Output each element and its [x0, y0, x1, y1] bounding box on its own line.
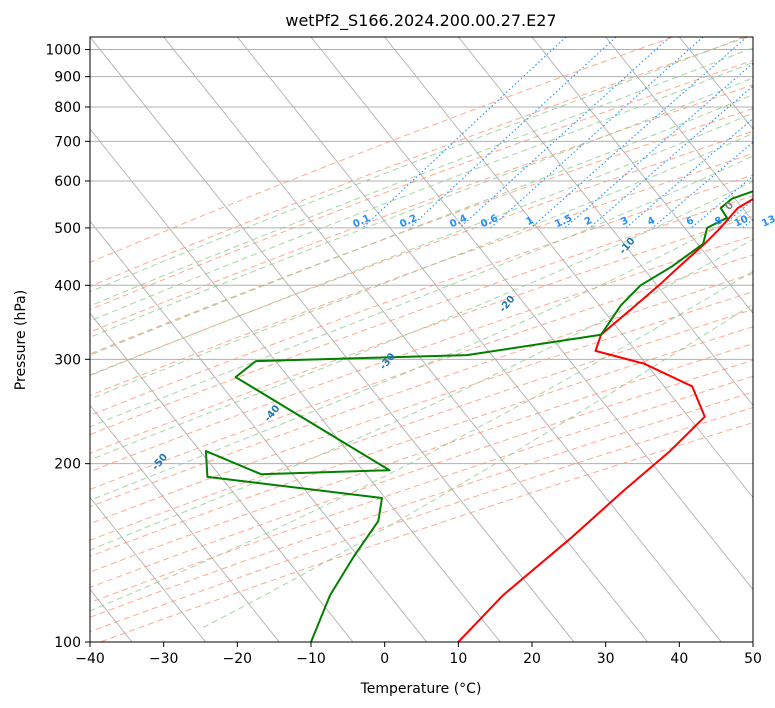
isotherm-line [457, 37, 753, 407]
y-tick-label: 600 [54, 174, 81, 190]
mixing-ratio-line [530, 37, 748, 229]
isotherm-line [605, 37, 753, 222]
dry-adiabat-line [100, 422, 753, 642]
dry-adiabat-line [90, 107, 753, 355]
dry-adiabat-line [90, 406, 753, 633]
dry-adiabat-line [90, 235, 753, 473]
plot-frame [89, 36, 754, 643]
dry-adiabat-line [90, 272, 753, 508]
y-tick-label: 100 [54, 635, 81, 651]
dry-adiabat-line [90, 326, 753, 557]
dry-adiabat-line [90, 308, 753, 541]
x-tick-label: 30 [597, 651, 615, 667]
y-tick-label: 300 [54, 352, 81, 368]
moist-adiabat-line [90, 47, 753, 307]
x-axis-label: Temperature (°C) [360, 681, 482, 697]
mixing-ratio-label: 1 [525, 215, 536, 228]
isotherm-line [531, 37, 753, 314]
moist-adiabat-line [90, 77, 753, 338]
y-tick-label: 200 [54, 457, 81, 473]
isotherm-line [90, 404, 280, 642]
x-tick-label: 40 [670, 651, 688, 667]
x-axis: −40 −30 −20 −10 0 10 20 30 40 50 [75, 642, 762, 667]
y-tick-label: 500 [54, 221, 81, 237]
x-tick-label: 20 [523, 651, 541, 667]
y-tick-label: 700 [54, 134, 81, 150]
x-tick-label: 0 [380, 651, 389, 667]
moist-adiabat-line [90, 180, 753, 461]
dry-adiabat-line [90, 359, 753, 588]
y-tick-label: 800 [54, 100, 81, 116]
isotherm-line [236, 37, 722, 642]
background-lines [90, 37, 753, 642]
mixing-ratio-label: 3 [619, 215, 630, 228]
temperature-curve [457, 197, 753, 642]
dry-adiabat-line [90, 391, 753, 618]
mixing-ratio-line [690, 175, 753, 229]
x-tick-label: −40 [75, 651, 105, 667]
moist-adiabat-line [90, 37, 745, 293]
isotherm-line [90, 37, 575, 642]
x-tick-label: −30 [149, 651, 179, 667]
dry-adiabat-line [90, 291, 753, 525]
x-tick-label: −10 [296, 651, 326, 667]
mixing-ratio-label: 10 [733, 214, 750, 230]
x-tick-label: −20 [223, 651, 253, 667]
x-tick-label: 50 [744, 651, 762, 667]
pressure-gridlines [90, 49, 753, 642]
mixing-ratio-line [564, 62, 753, 229]
mixing-ratio-label: 6 [685, 215, 696, 228]
mixing-ratio-label: 13 [760, 214, 775, 230]
moist-adiabat-line [90, 132, 753, 400]
mixing-ratio-line [625, 117, 753, 229]
y-tick-label: 400 [54, 278, 81, 294]
dry-adiabat-line [90, 37, 673, 263]
isotherm-line [384, 37, 753, 499]
y-tick-label: 900 [54, 70, 81, 86]
mixing-ratio-label: 4 [646, 215, 657, 228]
y-axis-label: Pressure (hPa) [13, 290, 29, 390]
moist-adiabat-line [90, 155, 753, 428]
y-axis: 100 200 300 400 500 600 700 800 900 1000 [45, 43, 90, 651]
isotherm-line [90, 312, 354, 642]
dry-adiabat-line [90, 375, 753, 604]
x-tick-label: 10 [449, 651, 467, 667]
mixing-ratio-line [459, 37, 671, 229]
dewpoint-curve [204, 190, 753, 642]
mixing-ratio-label: 8 [713, 215, 724, 228]
profile-curves [204, 190, 753, 642]
mixing-ratio-line [362, 37, 567, 229]
mixing-ratio-line [409, 37, 617, 229]
dry-adiabat-line [90, 254, 753, 491]
isotherm-line [90, 128, 501, 642]
mixing-ratio-label: 2 [583, 215, 594, 228]
moist-adiabat-line [90, 208, 753, 501]
y-tick-label: 1000 [45, 43, 81, 59]
moist-adiabat-line [90, 94, 753, 356]
chart-title: wetPf2_S166.2024.200.00.27.E27 [285, 11, 556, 31]
isotherm-line [90, 496, 207, 642]
moist-adiabat-line [90, 270, 753, 612]
moist-adiabat-line [90, 61, 753, 322]
moist-adiabat-line [90, 112, 753, 377]
isotherm-line [90, 220, 428, 642]
